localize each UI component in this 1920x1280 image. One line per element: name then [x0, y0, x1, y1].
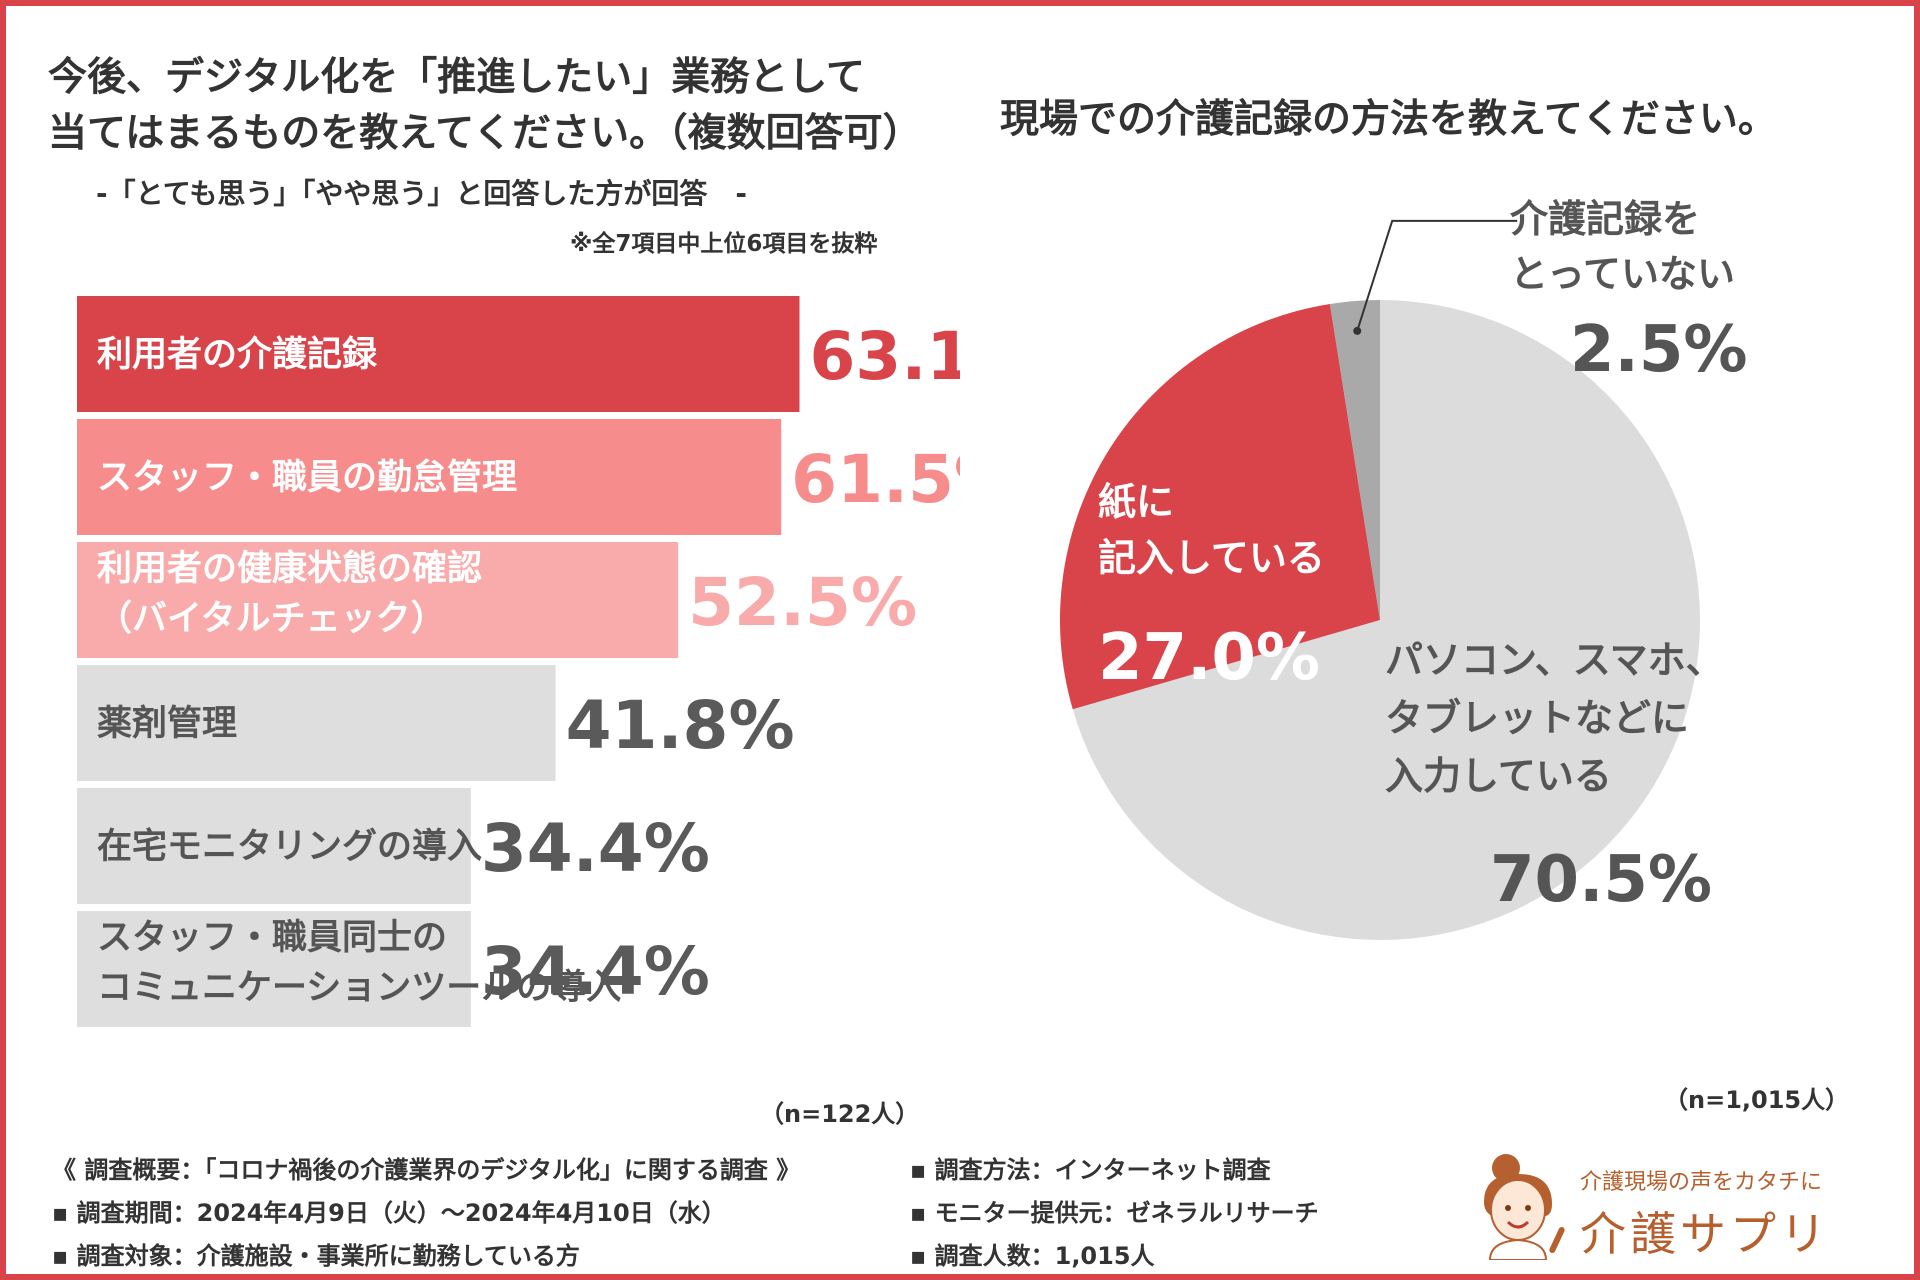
bar-label-6: スタッフ・職員同士の	[97, 918, 447, 958]
logo-name: 介護サプリ	[1580, 1207, 1830, 1261]
bar-label-4: 薬剤管理	[97, 704, 237, 744]
pie-label-1: 入力している	[1385, 754, 1612, 798]
survey-target: ▪ 調査対象：介護施設・事業所に勤務している方	[52, 1242, 580, 1270]
pie-value-2: 27.0%	[1098, 621, 1320, 695]
bar-chart-title-line1: 今後、デジタル化を「推進したい」業務として	[48, 55, 866, 100]
pie-slice-1	[1072, 300, 1701, 940]
bar-chart-title: 今後、デジタル化を「推進したい」業務として 当てはまるものを教えてください。（複…	[48, 50, 922, 162]
bar-3	[77, 542, 679, 658]
bar-value-4: 41.8%	[566, 687, 795, 764]
pie-label-3: とっていない	[1510, 252, 1735, 296]
pie-chart-sample-size: （n=1,015人）	[1664, 1086, 1850, 1114]
bars-layer: 利用者の介護記録 63.1% スタッフ・職員の勤怠管理 61.5% 利用者の健康状態の確…	[77, 296, 960, 1027]
bar-5	[77, 788, 471, 904]
pie-slice-3	[1329, 300, 1380, 620]
bar-6	[77, 911, 471, 1027]
bar-label-3: 利用者の健康状態の確認	[97, 548, 482, 589]
bar-chart-note: ※全7項目中上位6項目を抜粋	[570, 231, 878, 257]
bar-value-5: 34.4%	[481, 810, 710, 887]
bar-chart-sample-size: （n=122人）	[760, 1100, 920, 1128]
bar-4	[77, 665, 556, 781]
pie-slice-2	[1060, 303, 1380, 710]
pie-label-1: タブレットなどに	[1385, 696, 1689, 740]
bar-label-5: 在宅モニタリングの導入	[97, 826, 482, 867]
pie-label-2: 記入している	[1098, 536, 1325, 580]
bar-value-6: 34.4%	[481, 933, 710, 1010]
pie-value-1: 70.5%	[1490, 843, 1712, 917]
bar-chart-title-line2: 当てはまるものを教えてください。（複数回答可）	[48, 111, 922, 156]
bar-label-6: コミュニケーションツールの導入	[97, 968, 621, 1008]
survey-provider: ▪ モニター提供元：ゼネラルリサーチ	[910, 1199, 1319, 1227]
pie-leader-dot	[1353, 326, 1362, 335]
bar-1	[77, 296, 800, 412]
survey-count: ▪ 調査人数：1,015人	[910, 1242, 1155, 1270]
logo-tagline: 介護現場の声をカタチに	[1580, 1170, 1823, 1195]
bar-label-2: スタッフ・職員の勤怠管理	[97, 458, 517, 498]
bar-value-2: 61.5%	[791, 441, 960, 518]
bar-value-3: 52.5%	[688, 564, 917, 641]
bar-chart-subtitle: -「とても思う」「やや思う」と回答した方が回答 -	[96, 177, 748, 210]
pie-label-3: 介護記録を	[1510, 197, 1700, 241]
bar-chart: 利用者の介護記録 63.1% スタッフ・職員の勤怠管理 61.5% 利用者の健康状態の確…	[77, 296, 960, 1027]
pie-value-3: 2.5%	[1570, 313, 1748, 387]
bar-2	[77, 419, 782, 535]
pie-label-1: パソコン、スマホ、	[1385, 638, 1724, 682]
bar-value-1: 63.1%	[809, 318, 960, 395]
pie-leader-line	[1356, 219, 1518, 332]
bar-label-1: 利用者の介護記録	[97, 335, 378, 375]
mascot-logo-icon	[1484, 1154, 1565, 1260]
survey-method: ▪ 調査方法：インターネット調査	[910, 1156, 1271, 1184]
survey-period: ▪ 調査期間：2024年4月9日（火）～2024年4月10日（水）	[52, 1199, 726, 1227]
pie-chart-title: 現場での介護記録の方法を教えてください。	[1000, 97, 1777, 142]
survey-overview: 《 調査概要：「コロナ禍後の介護業界のデジタル化」に関する調査 》	[52, 1156, 801, 1184]
pie-label-2: 紙に	[1098, 480, 1174, 524]
bar-label-3: （バイタルチェック）	[97, 599, 446, 639]
